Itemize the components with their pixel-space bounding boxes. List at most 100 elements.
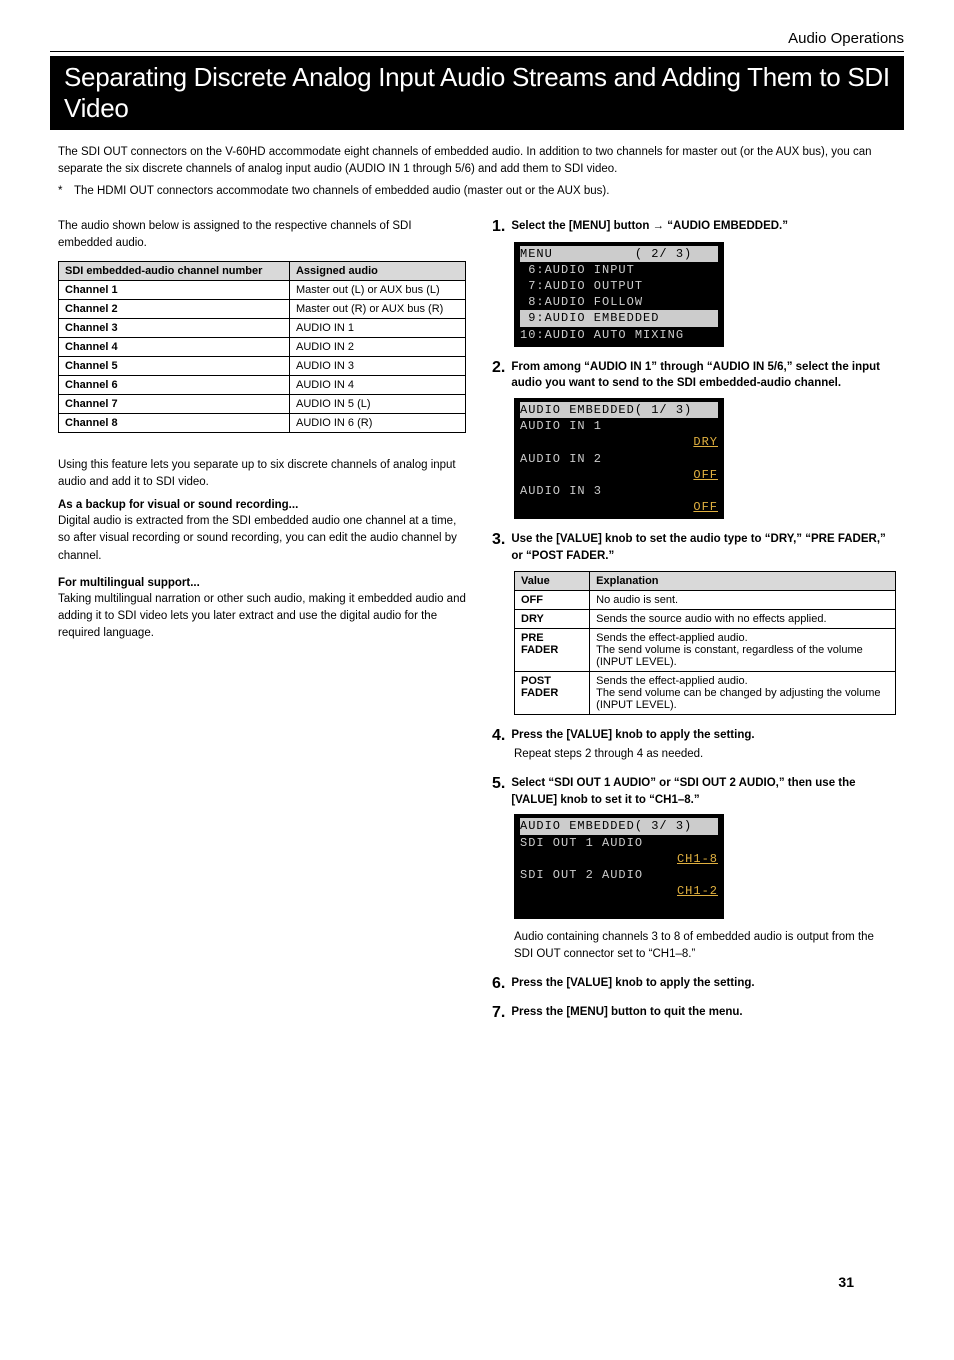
th-explanation: Explanation (590, 571, 896, 590)
step-text: Press the [MENU] button to quit the menu… (511, 1004, 742, 1021)
lcd-value: CH1-2 (677, 884, 718, 898)
lcd-menu-2: AUDIO EMBEDDED( 1/ 3) AUDIO IN 1 DRY AUDI… (514, 398, 724, 519)
table-row: DRYSends the source audio with no effect… (515, 609, 896, 628)
step-6: 6. Press the [VALUE] knob to apply the s… (492, 975, 896, 993)
step-text: Press the [VALUE] knob to apply the sett… (511, 975, 754, 992)
lcd-value: CH1-8 (677, 852, 718, 866)
left-para-2: Using this feature lets you separate up … (58, 457, 466, 492)
channel-assignment-table: SDI embedded-audio channel number Assign… (58, 261, 466, 433)
table-row: Channel 1Master out (L) or AUX bus (L) (59, 280, 466, 299)
lcd-line-selected: 9:AUDIO EMBEDDED (520, 310, 718, 326)
cell: DRY (515, 609, 590, 628)
lcd-line: AUDIO EMBEDDED( 3/ 3) (520, 818, 718, 834)
cell: Channel 2 (59, 299, 290, 318)
step-text: Press the [VALUE] knob to apply the sett… (511, 727, 754, 744)
lcd-line: AUDIO IN 2 (520, 452, 602, 466)
cell: AUDIO IN 6 (R) (289, 413, 465, 432)
table-row: Channel 5AUDIO IN 3 (59, 356, 466, 375)
header-rule (50, 49, 904, 52)
intro-text: The SDI OUT connectors on the V-60HD acc… (50, 144, 904, 177)
cell: Channel 6 (59, 375, 290, 394)
step-text: Select the [MENU] button → “AUDIO EMBEDD… (511, 218, 788, 235)
step5-sub: Audio containing channels 3 to 8 of embe… (514, 929, 896, 962)
cell: Sends the source audio with no effects a… (590, 609, 896, 628)
th-audio: Assigned audio (289, 261, 465, 280)
table-row: Channel 8AUDIO IN 6 (R) (59, 413, 466, 432)
cell: Channel 4 (59, 337, 290, 356)
lcd-value: OFF (693, 468, 718, 482)
cell: OFF (515, 590, 590, 609)
cell: Channel 8 (59, 413, 290, 432)
table-row: Channel 7AUDIO IN 5 (L) (59, 394, 466, 413)
step-number: 7. (492, 1004, 505, 1022)
cell: AUDIO IN 1 (289, 318, 465, 337)
cell: Channel 3 (59, 318, 290, 337)
lcd-line: AUDIO EMBEDDED( 1/ 3) (520, 402, 718, 418)
table-row: Channel 2Master out (R) or AUX bus (R) (59, 299, 466, 318)
lcd-line: MENU ( 2/ 3) (520, 246, 718, 262)
backup-subhead: As a backup for visual or sound recordin… (58, 499, 466, 511)
cell: No audio is sent. (590, 590, 896, 609)
step1-text-a: Select the [MENU] button (511, 220, 652, 232)
cell: Channel 5 (59, 356, 290, 375)
cell: POST FADER (515, 671, 590, 714)
table-row: POST FADERSends the effect-applied audio… (515, 671, 896, 714)
page: Audio Operations Separating Discrete Ana… (50, 30, 904, 1310)
cell: AUDIO IN 3 (289, 356, 465, 375)
right-column: 1. Select the [MENU] button → “AUDIO EMB… (492, 218, 896, 1034)
lcd-line: SDI OUT 1 AUDIO (520, 836, 643, 850)
step-number: 2. (492, 359, 505, 377)
step-7: 7. Press the [MENU] button to quit the m… (492, 1004, 896, 1022)
table-row: Channel 4AUDIO IN 2 (59, 337, 466, 356)
page-number: 31 (838, 1274, 854, 1290)
cell: Sends the effect-applied audio. The send… (590, 671, 896, 714)
backup-body: Digital audio is extracted from the SDI … (58, 513, 466, 565)
left-para-1: The audio shown below is assigned to the… (58, 218, 466, 253)
step-text: Select “SDI OUT 1 AUDIO” or “SDI OUT 2 A… (511, 775, 896, 808)
table-row: Channel 3AUDIO IN 1 (59, 318, 466, 337)
multilingual-body: Taking multilingual narration or other s… (58, 591, 466, 643)
hdmi-note: * The HDMI OUT connectors accommodate tw… (50, 183, 904, 200)
step-3: 3. Use the [VALUE] knob to set the audio… (492, 531, 896, 714)
lcd-value: OFF (693, 500, 718, 514)
page-title: Separating Discrete Analog Input Audio S… (50, 56, 904, 130)
cell: AUDIO IN 2 (289, 337, 465, 356)
step-number: 5. (492, 775, 505, 793)
cell: Sends the effect-applied audio. The send… (590, 628, 896, 671)
step-5: 5. Select “SDI OUT 1 AUDIO” or “SDI OUT … (492, 775, 896, 963)
lcd-line: AUDIO IN 1 (520, 419, 602, 433)
step-text: Use the [VALUE] knob to set the audio ty… (511, 531, 896, 564)
lcd-value: DRY (693, 435, 718, 449)
lcd-line: 8:AUDIO FOLLOW (520, 295, 643, 309)
cell: Channel 1 (59, 280, 290, 299)
two-column-layout: The audio shown below is assigned to the… (50, 218, 904, 1034)
lcd-menu-3: AUDIO EMBEDDED( 3/ 3) SDI OUT 1 AUDIO CH… (514, 814, 724, 919)
table-row: PRE FADERSends the effect-applied audio.… (515, 628, 896, 671)
step-substep: Repeat steps 2 through 4 as needed. (514, 746, 896, 763)
cell: AUDIO IN 4 (289, 375, 465, 394)
lcd-line: AUDIO IN 3 (520, 484, 602, 498)
step-number: 6. (492, 975, 505, 993)
step-number: 1. (492, 218, 505, 236)
cell: Master out (L) or AUX bus (L) (289, 280, 465, 299)
lcd-line: 6:AUDIO INPUT (520, 263, 635, 277)
step-number: 4. (492, 727, 505, 745)
lcd-line: 7:AUDIO OUTPUT (520, 279, 643, 293)
step-text: From among “AUDIO IN 1” through “AUDIO I… (511, 359, 896, 392)
table-row: OFFNo audio is sent. (515, 590, 896, 609)
th-value: Value (515, 571, 590, 590)
lcd-menu-1: MENU ( 2/ 3) 6:AUDIO INPUT 7:AUDIO OUTPU… (514, 242, 724, 347)
cell: AUDIO IN 5 (L) (289, 394, 465, 413)
value-explanation-table: Value Explanation OFFNo audio is sent. D… (514, 571, 896, 715)
table-header-row: Value Explanation (515, 571, 896, 590)
cell: Master out (R) or AUX bus (R) (289, 299, 465, 318)
step-2: 2. From among “AUDIO IN 1” through “AUDI… (492, 359, 896, 520)
table-header-row: SDI embedded-audio channel number Assign… (59, 261, 466, 280)
cell: PRE FADER (515, 628, 590, 671)
lcd-line: 10:AUDIO AUTO MIXING (520, 328, 684, 342)
th-channel: SDI embedded-audio channel number (59, 261, 290, 280)
step-1: 1. Select the [MENU] button → “AUDIO EMB… (492, 218, 896, 347)
section-header: Audio Operations (50, 30, 904, 47)
left-column: The audio shown below is assigned to the… (58, 218, 466, 1034)
table-row: Channel 6AUDIO IN 4 (59, 375, 466, 394)
